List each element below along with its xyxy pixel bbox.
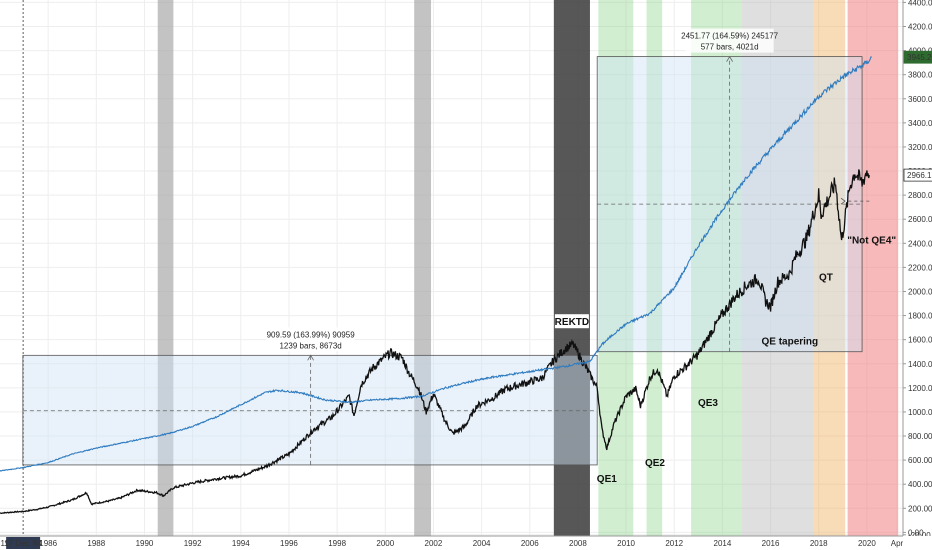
price-tag-text: 2966.15 xyxy=(907,171,932,180)
price-tag: 2966.15 xyxy=(903,168,932,182)
x-tick-label: 2006 xyxy=(521,539,539,548)
y-axis-bg xyxy=(903,0,932,550)
y-tick-label: 3800.00 xyxy=(908,71,932,80)
x-tick-label: 1990 xyxy=(136,539,154,548)
shaded-period xyxy=(741,0,814,536)
series-lines xyxy=(0,56,872,515)
shaded-period xyxy=(646,0,663,536)
x-tick-label: 1998 xyxy=(328,539,346,548)
measure-label-line1: 2451.77 (164.59%) 245177 xyxy=(681,32,779,41)
price-tag-bg xyxy=(903,168,932,182)
x-tick-label: 1988 xyxy=(87,539,105,548)
cursor-date-bg xyxy=(6,537,41,549)
y-tick-label: 4400.00 xyxy=(908,0,932,7)
shaded-period xyxy=(691,0,742,536)
shaded-period xyxy=(157,0,174,536)
x-tick-label: 1996 xyxy=(280,539,298,548)
y-tick-label: 3200.00 xyxy=(908,143,932,152)
annotations: REKTD QE1 QE2 QE3 QE tapering QT "Not QE4" xyxy=(555,235,897,484)
y-tick-label: 1400.00 xyxy=(908,360,932,369)
y-tick-label: 4200.00 xyxy=(908,22,932,31)
y-tick-label: 3600.00 xyxy=(908,95,932,104)
annotation-label: QE1 xyxy=(597,474,617,485)
measure-label-line2: 1239 bars, 8673d xyxy=(279,341,341,350)
x-tick-label: 2016 xyxy=(762,539,780,548)
grid xyxy=(0,0,903,536)
measure-arrowhead xyxy=(726,55,733,62)
measure-label: 2451.77 (164.59%) 245177 577 bars, 4021d xyxy=(681,28,779,53)
measure-label-line1: 909.59 (163.99%) 90959 xyxy=(267,330,356,339)
shaded-periods xyxy=(157,0,899,536)
x-tick-label: 2018 xyxy=(810,539,828,548)
y-tick-label: 0.00 xyxy=(908,528,924,537)
x-tick-label: 2014 xyxy=(714,539,732,548)
projection-arrowhead xyxy=(840,197,846,205)
y-tick-label: 1000.00 xyxy=(908,408,932,417)
annotation-label: QE tapering xyxy=(761,336,818,347)
y-tick-label: 2400.00 xyxy=(908,239,932,248)
y-tick-label: 400.00 xyxy=(908,480,932,489)
annotation-label: "Not QE4" xyxy=(847,235,896,246)
x-tick-label: 2008 xyxy=(569,539,587,548)
x-tick-label: 1994 xyxy=(232,539,250,548)
y-tick-label: 2600.00 xyxy=(908,215,932,224)
measure-label-bg xyxy=(685,28,774,53)
annotation-label: QT xyxy=(819,273,833,284)
measure-box xyxy=(22,354,598,466)
annotation-label: QE2 xyxy=(645,458,665,469)
x-tick-label: 2000 xyxy=(376,539,394,548)
annotation-label: QE3 xyxy=(698,398,718,409)
x-tick-label: 2010 xyxy=(617,539,635,548)
x-tick-label: 2002 xyxy=(425,539,443,548)
y-tick-label: 1600.00 xyxy=(908,336,932,345)
x-tick-label: 2004 xyxy=(473,539,491,548)
annotation-bg xyxy=(554,314,589,329)
price-tag: 3945.20 xyxy=(903,50,932,64)
y-tick-label: 800.00 xyxy=(908,432,932,441)
price-tag-bg xyxy=(903,50,932,64)
shaded-period xyxy=(553,0,590,536)
y-tick-label: 1800.00 xyxy=(908,312,932,321)
y-tick-label: 3400.00 xyxy=(908,119,932,128)
y-tick-label: 600.00 xyxy=(908,456,932,465)
measure-label: 909.59 (163.99%) 90959 1239 bars, 8673d xyxy=(266,327,356,352)
x-tick-label: 1986 xyxy=(39,539,57,548)
y-tick-label: 2200.00 xyxy=(908,263,932,272)
shaded-period xyxy=(847,0,899,536)
price-tag-text: 3945.20 xyxy=(907,53,932,62)
measure-label-line2: 577 bars, 4021d xyxy=(701,43,759,52)
cursor-date-label: 17 Dec '84 xyxy=(4,537,43,549)
shaded-period xyxy=(414,0,432,536)
x-tick-label: 2012 xyxy=(665,539,683,548)
y-tick-label: 2800.00 xyxy=(908,191,932,200)
shaded-period xyxy=(598,0,634,536)
measure-label-bg xyxy=(266,327,355,352)
y-tick-label: 200.00 xyxy=(908,504,932,513)
cursor-date-text: 17 Dec '84 xyxy=(4,539,43,548)
y-tick-label: -20.00 xyxy=(908,531,931,540)
x-tick-label: 2020 xyxy=(858,539,876,548)
annotation-label: REKTD xyxy=(555,317,589,328)
series-line xyxy=(0,56,872,472)
x-tick-label: Apr xyxy=(891,539,904,548)
x-tick-label: 1992 xyxy=(184,539,202,548)
series-line xyxy=(0,169,870,515)
measure-arrowhead xyxy=(307,354,314,361)
x-axis-bg xyxy=(0,536,932,550)
y-tick-label: 1200.00 xyxy=(908,384,932,393)
y-tick-label: 2000.00 xyxy=(908,287,932,296)
